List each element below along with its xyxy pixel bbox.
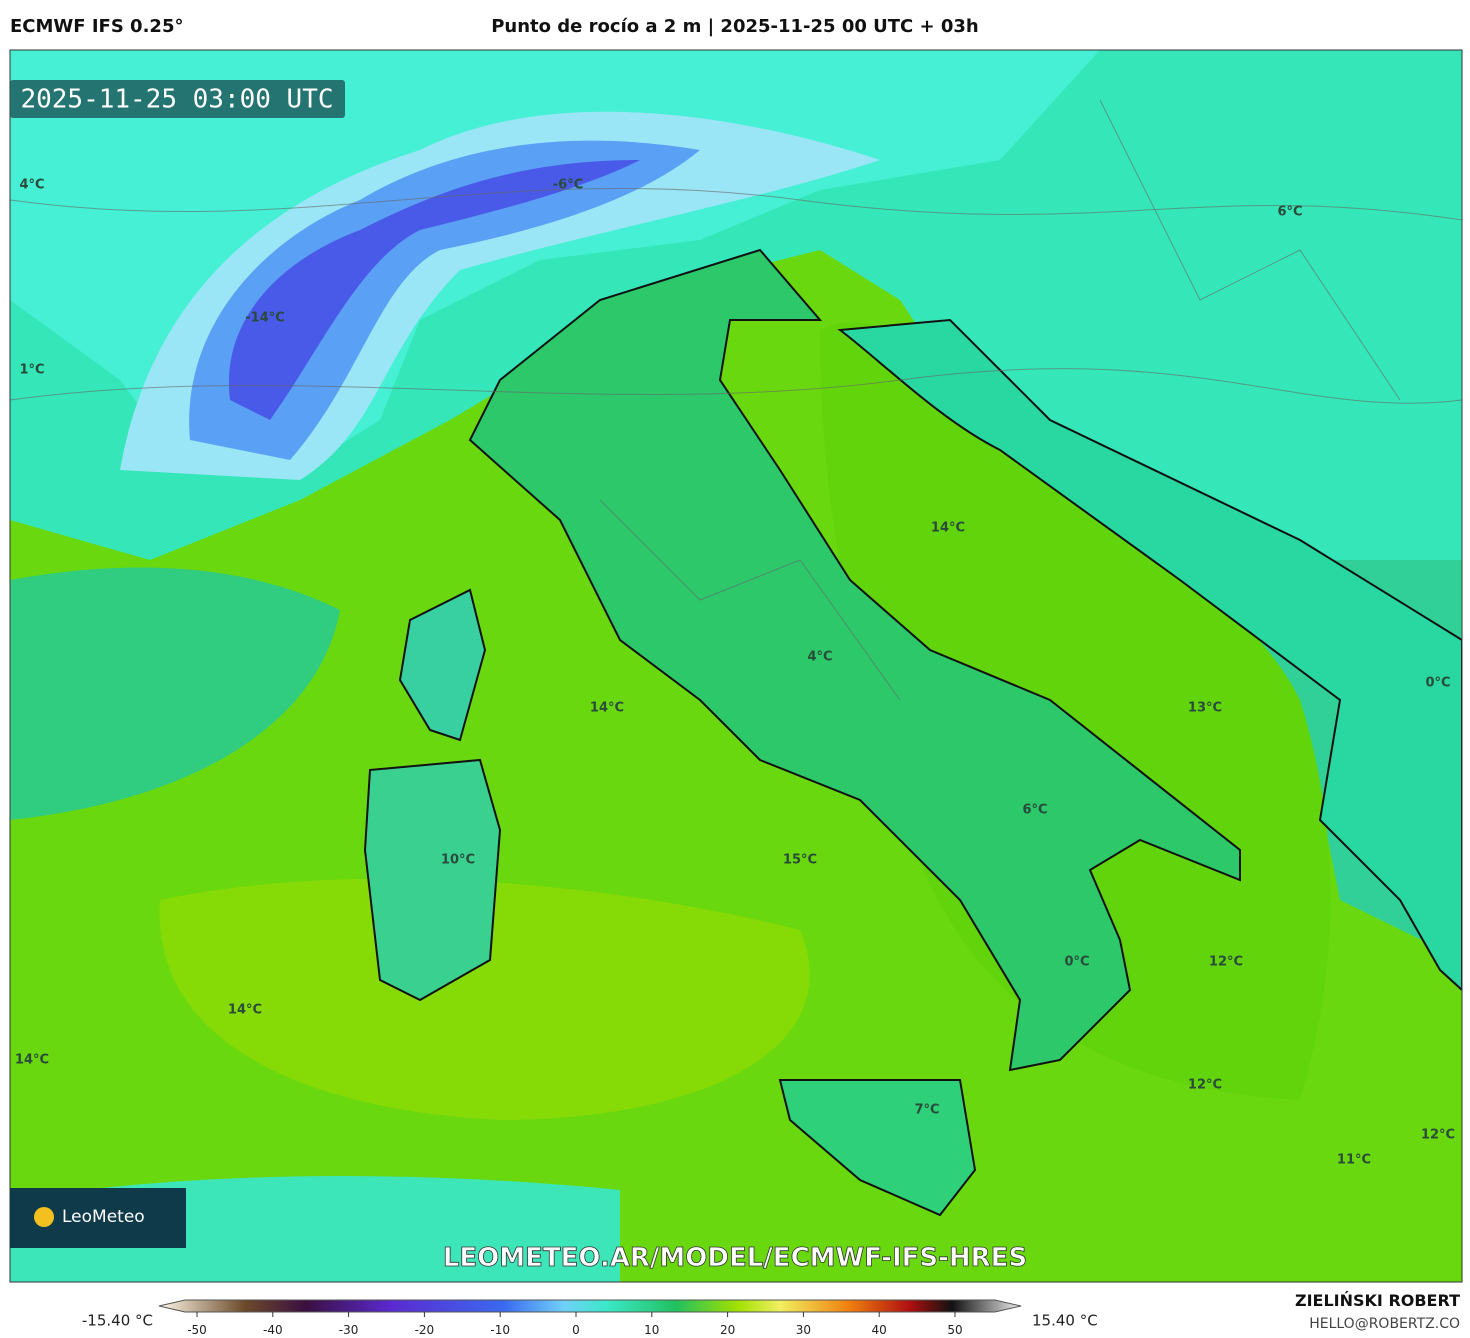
colorbar-tick-label: 10 xyxy=(644,1323,659,1337)
map xyxy=(10,50,1462,1282)
temperature-label: 0°C xyxy=(1064,955,1089,970)
temperature-label: 0°C xyxy=(1425,676,1450,691)
author: ZIELIŃSKI ROBERT xyxy=(1295,1291,1460,1310)
timestamp-box xyxy=(10,80,345,118)
temperature-label: -14°C xyxy=(245,311,285,326)
temperature-label: 10°C xyxy=(441,853,475,868)
temperature-label: 4°C xyxy=(19,178,44,193)
temperature-label: 7°C xyxy=(914,1103,939,1118)
email: HELLO@ROBERTZ.CO xyxy=(1309,1316,1460,1332)
colorbar-max: 15.40 °C xyxy=(1032,1312,1098,1330)
temperature-label: 14°C xyxy=(228,1003,262,1018)
colorbar-ticks: -50 -40 -30 -20 -10 0 10 20 30 40 50 xyxy=(187,1312,963,1337)
colorbar-tick-label: 50 xyxy=(947,1323,962,1337)
temperature-label: 14°C xyxy=(931,521,965,536)
colorbar-tick-label: -10 xyxy=(490,1323,510,1337)
temperature-label: 13°C xyxy=(1188,701,1222,716)
temperature-label: -6°C xyxy=(553,178,583,193)
colorbar-tick-label: 20 xyxy=(720,1323,735,1337)
model-name: ECMWF IFS 0.25° xyxy=(10,16,183,37)
colorbar-min: -15.40 °C xyxy=(82,1312,153,1330)
temperature-label: 1°C xyxy=(19,363,44,378)
source-url: LEOMETEO.AR/MODEL/ECMWF-IFS-HRES xyxy=(443,1243,1027,1273)
temperature-label: 12°C xyxy=(1209,955,1243,970)
colorbar-tick-label: -20 xyxy=(415,1323,435,1337)
logo-text: LeoMeteo xyxy=(62,1207,145,1227)
temperature-label: 14°C xyxy=(15,1053,49,1068)
colorbar xyxy=(158,1299,1022,1313)
temperature-label: 6°C xyxy=(1277,205,1302,220)
map-title: Punto de rocío a 2 m | 2025-11-25 00 UTC… xyxy=(491,16,979,37)
temperature-label: 6°C xyxy=(1022,803,1047,818)
colorbar-tick-label: 0 xyxy=(572,1323,580,1337)
colorbar-tick-label: -50 xyxy=(187,1323,207,1337)
temperature-label: 12°C xyxy=(1421,1128,1455,1143)
temperature-label: 15°C xyxy=(783,853,817,868)
colorbar-tick-label: -40 xyxy=(263,1323,283,1337)
colorbar-tick-label: -30 xyxy=(339,1323,359,1337)
timestamp: 2025-11-25 03:00 UTC xyxy=(20,85,333,115)
logo-sun xyxy=(34,1207,54,1227)
temperature-label: 12°C xyxy=(1188,1078,1222,1093)
colorbar-tick-label: 30 xyxy=(796,1323,811,1337)
temperature-label: 11°C xyxy=(1337,1153,1371,1168)
map-frame xyxy=(9,49,1463,1283)
colorbar-tick-label: 40 xyxy=(872,1323,887,1337)
temperature-label: 14°C xyxy=(590,701,624,716)
temperature-label: 4°C xyxy=(807,650,832,665)
map-labels: 4°C -6°C 6°C -14°C 1°C 14°C 4°C 0°C 14°C 13°C 6°C 1… xyxy=(15,178,1455,1168)
